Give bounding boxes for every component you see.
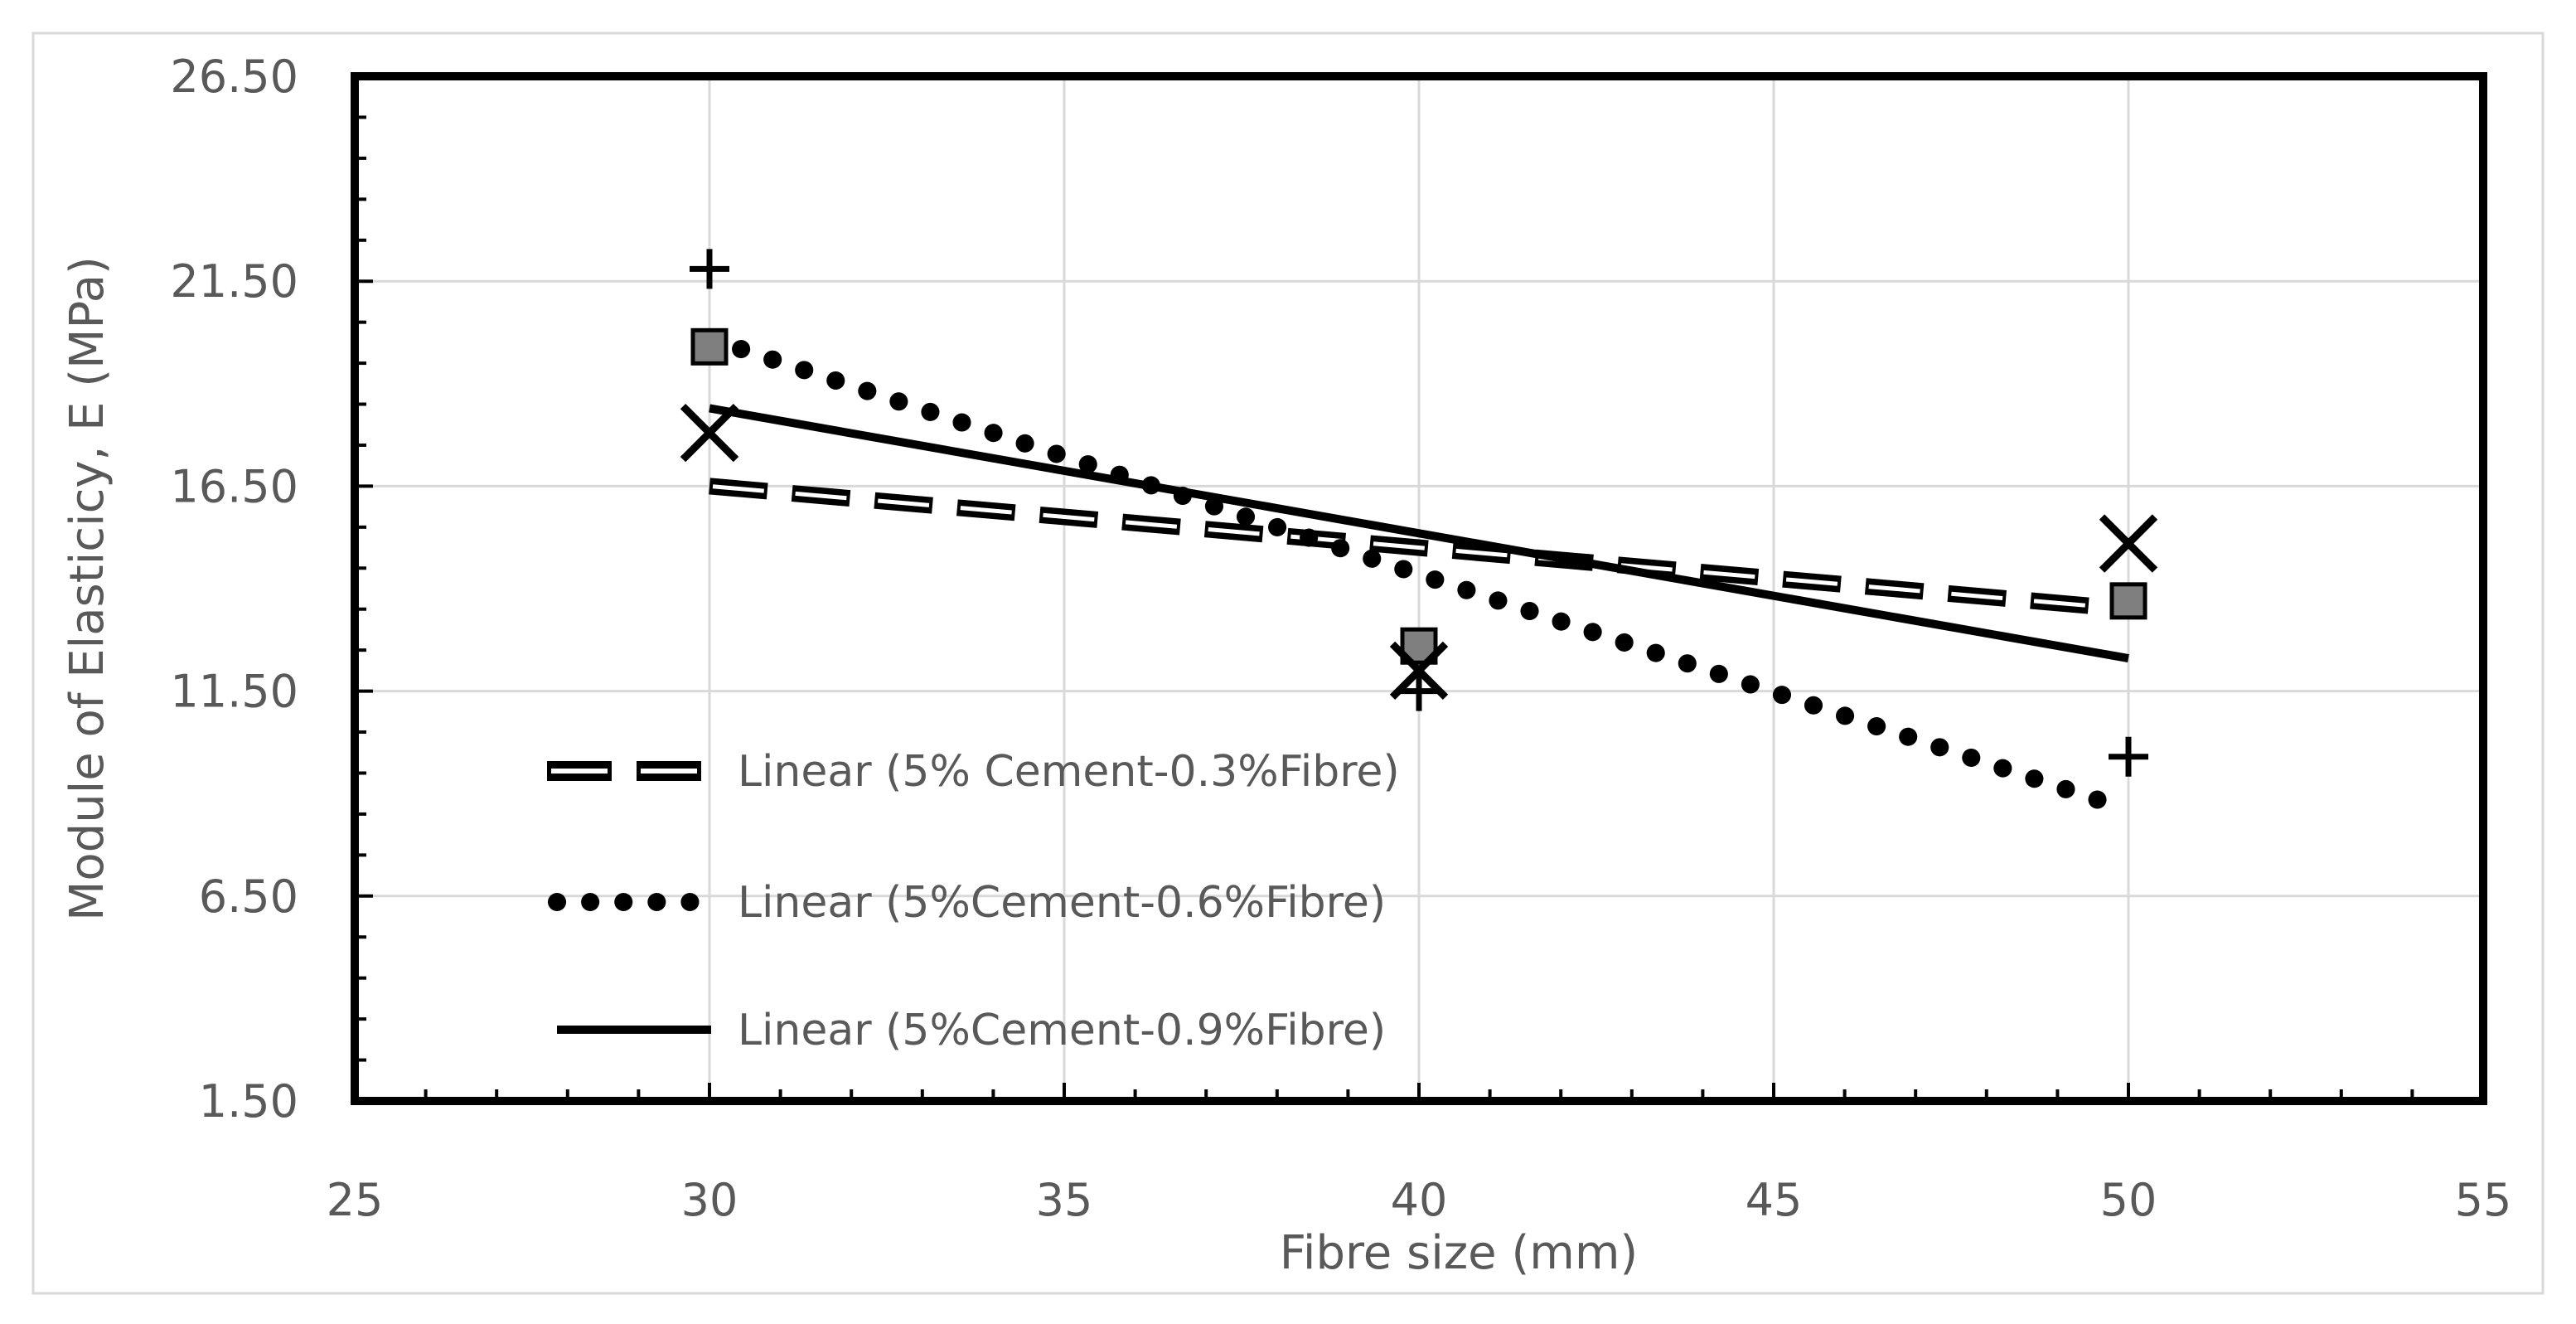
y-tick-labels: 1.50 6.50 11.50 16.50 21.50 26.50 <box>170 51 298 1128</box>
data-point-x <box>1389 641 1449 701</box>
x-axis-title: Fibre size (mm) <box>1280 1226 1638 1280</box>
data-point-plus <box>2109 736 2148 777</box>
x-tick-label: 50 <box>2100 1174 2157 1226</box>
legend: Linear (5% Cement-0.3%Fibre) Linear (5%Ce… <box>547 747 1400 1055</box>
y-tick-label: 21.50 <box>170 255 298 308</box>
x-tick-label: 30 <box>681 1174 738 1226</box>
y-tick-label: 6.50 <box>199 871 298 923</box>
y-tick-label: 16.50 <box>170 460 298 512</box>
axis-ticks <box>353 75 2485 1103</box>
y-tick-label: 26.50 <box>170 51 298 103</box>
trendline-solid <box>709 404 2129 662</box>
trendlines <box>700 329 2138 819</box>
data-point-x <box>680 403 739 463</box>
data-point-plus <box>690 249 729 289</box>
x-tick-labels: 25 30 35 40 45 50 55 <box>327 1174 2512 1226</box>
legend-label: Linear (5%Cement-0.6%Fibre) <box>738 878 1386 928</box>
y-tick-label: 1.50 <box>199 1075 298 1128</box>
data-point-plus <box>1399 671 1439 711</box>
y-axis-title: Module of Elasticicy, E (MPa) <box>61 256 114 921</box>
x-tick-label: 55 <box>2455 1174 2512 1226</box>
data-point-square <box>690 327 729 366</box>
legend-label: Linear (5% Cement-0.3%Fibre) <box>738 747 1400 797</box>
data-point-square <box>2109 582 2147 620</box>
legend-label: Linear (5%Cement-0.9%Fibre) <box>738 1006 1386 1055</box>
data-point-x <box>2099 514 2158 573</box>
chart-outer-border <box>31 32 2545 1295</box>
legend-item: Linear (5%Cement-0.9%Fibre) <box>557 1006 1386 1055</box>
trendline-dashed-inner <box>709 483 2129 612</box>
data-markers <box>680 249 2158 777</box>
x-tick-label: 40 <box>1391 1174 1448 1226</box>
x-tick-label: 45 <box>1746 1174 1803 1226</box>
legend-item: Linear (5% Cement-0.3%Fibre) <box>547 747 1400 797</box>
x-tick-label: 25 <box>327 1174 384 1226</box>
y-tick-label: 11.50 <box>170 666 298 718</box>
legend-item: Linear (5%Cement-0.6%Fibre) <box>548 878 1386 928</box>
x-tick-label: 35 <box>1036 1174 1093 1226</box>
